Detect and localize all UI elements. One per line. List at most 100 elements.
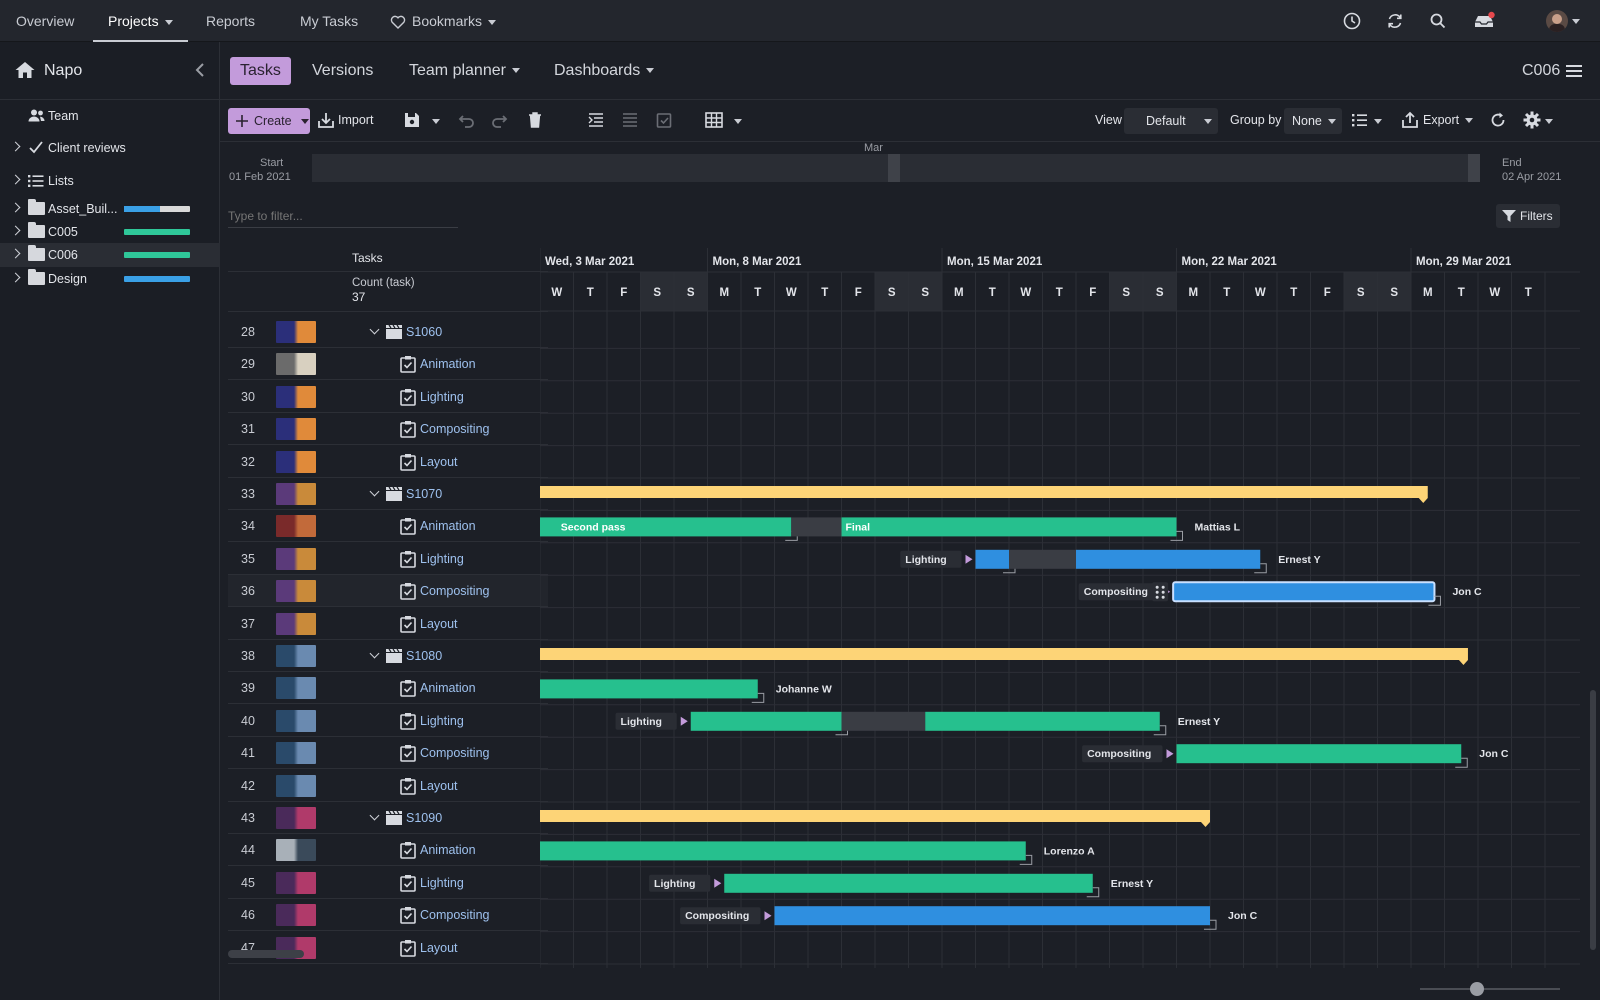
create-button[interactable]: Create bbox=[228, 108, 310, 134]
table-row[interactable]: 34 Animation bbox=[228, 510, 548, 543]
view-select[interactable]: Default bbox=[1124, 108, 1218, 134]
shot-thumbnail[interactable] bbox=[276, 385, 316, 408]
shot-thumbnail[interactable] bbox=[276, 645, 316, 667]
sidebar-item-c005[interactable]: C005 bbox=[0, 220, 220, 244]
chevron-right-icon[interactable] bbox=[10, 174, 21, 185]
table-row[interactable]: 33 S1070 bbox=[228, 478, 548, 510]
table-row[interactable]: 28 S1060 bbox=[228, 316, 548, 348]
chevron-down-icon[interactable] bbox=[369, 810, 380, 821]
task-bar[interactable] bbox=[690, 711, 842, 731]
zoom-slider[interactable] bbox=[1420, 982, 1560, 996]
sidebar-item-design[interactable]: Design bbox=[0, 267, 220, 291]
table-row[interactable]: 35 Lighting bbox=[228, 543, 548, 575]
table-row[interactable]: 38 S1080 bbox=[228, 640, 548, 672]
filter-input[interactable] bbox=[228, 204, 458, 228]
table-row[interactable]: 41 Compositing bbox=[228, 737, 548, 770]
chevron-down-icon[interactable] bbox=[1374, 119, 1382, 124]
drag-handle[interactable] bbox=[1152, 582, 1169, 602]
nav-reports[interactable]: Reports bbox=[206, 13, 256, 29]
shot-thumbnail[interactable] bbox=[276, 450, 316, 473]
table-row[interactable]: 37 Layout bbox=[228, 608, 548, 640]
home-icon[interactable] bbox=[14, 60, 36, 80]
sidebar-item-client-reviews[interactable]: Client reviews bbox=[0, 136, 220, 160]
task-name[interactable]: Lighting bbox=[420, 875, 464, 890]
nav-overview[interactable]: Overview bbox=[16, 13, 75, 29]
table-row[interactable]: 32 Layout bbox=[228, 446, 548, 478]
horizontal-scrollbar[interactable] bbox=[228, 950, 304, 958]
task-bar[interactable] bbox=[540, 841, 1026, 861]
clock-icon[interactable] bbox=[1342, 11, 1362, 31]
inbox-icon[interactable] bbox=[1472, 11, 1496, 31]
shot-thumbnail[interactable] bbox=[276, 742, 316, 765]
tab-dashboards[interactable]: Dashboards bbox=[554, 57, 655, 85]
gear-icon[interactable] bbox=[1522, 110, 1542, 130]
table-row[interactable]: 36 Compositing bbox=[228, 575, 548, 608]
shot-name[interactable]: S1090 bbox=[406, 811, 443, 825]
table-row[interactable]: 46 Compositing bbox=[228, 899, 548, 932]
shot-thumbnail[interactable] bbox=[276, 515, 316, 538]
shot-name[interactable]: S1060 bbox=[406, 325, 443, 339]
task-name[interactable]: Lighting bbox=[420, 713, 464, 728]
table-row[interactable]: 30 Lighting bbox=[228, 381, 548, 413]
task-bar[interactable] bbox=[841, 517, 1177, 537]
task-bar[interactable] bbox=[975, 549, 1010, 569]
chevron-down-icon[interactable] bbox=[369, 486, 380, 497]
tab-tasks[interactable]: Tasks bbox=[230, 57, 291, 85]
task-bar[interactable] bbox=[1172, 581, 1436, 603]
shot-thumbnail[interactable] bbox=[276, 677, 316, 700]
summary-bar[interactable] bbox=[540, 486, 1428, 498]
shot-thumbnail[interactable] bbox=[276, 321, 316, 343]
shot-thumbnail[interactable] bbox=[276, 353, 316, 376]
table-row[interactable]: 42 Layout bbox=[228, 770, 548, 802]
table-row[interactable]: 40 Lighting bbox=[228, 705, 548, 737]
task-name[interactable]: Layout bbox=[420, 778, 458, 793]
nav-projects[interactable]: Projects bbox=[93, 0, 188, 42]
table-row[interactable]: 39 Animation bbox=[228, 672, 548, 705]
shot-name[interactable]: S1080 bbox=[406, 649, 443, 663]
indent-icon[interactable] bbox=[586, 110, 606, 130]
export-icon[interactable] bbox=[1400, 110, 1420, 130]
shot-name[interactable]: S1070 bbox=[406, 487, 443, 501]
export-button[interactable]: Export bbox=[1423, 113, 1474, 127]
table-icon[interactable] bbox=[704, 110, 724, 130]
range-handle[interactable] bbox=[1468, 154, 1480, 182]
task-name[interactable]: Animation bbox=[420, 357, 476, 372]
project-name[interactable]: Napo bbox=[44, 62, 83, 79]
chevron-down-icon[interactable] bbox=[734, 119, 742, 124]
task-name[interactable]: Animation bbox=[420, 519, 476, 534]
task-bar[interactable] bbox=[540, 517, 792, 537]
task-bar[interactable] bbox=[1176, 744, 1462, 764]
task-bar[interactable] bbox=[540, 679, 758, 699]
task-name[interactable]: Animation bbox=[420, 843, 476, 858]
task-name[interactable]: Layout bbox=[420, 616, 458, 631]
task-name[interactable]: Layout bbox=[420, 940, 458, 955]
task-name[interactable]: Lighting bbox=[420, 389, 464, 404]
nav-bookmarks[interactable]: Bookmarks bbox=[390, 0, 497, 42]
list-options-icon[interactable] bbox=[1350, 110, 1370, 130]
chevron-down-icon[interactable] bbox=[369, 324, 380, 335]
context-name[interactable]: C006 bbox=[1522, 62, 1561, 79]
chevron-down-icon[interactable] bbox=[369, 648, 380, 659]
table-row[interactable]: 45 Lighting bbox=[228, 867, 548, 899]
task-check-icon[interactable] bbox=[654, 110, 674, 130]
tasks-column-header[interactable]: Tasks bbox=[352, 251, 383, 265]
shot-thumbnail[interactable] bbox=[276, 774, 316, 797]
task-bar[interactable] bbox=[925, 711, 1160, 731]
table-row[interactable]: 44 Animation bbox=[228, 834, 548, 867]
shot-thumbnail[interactable] bbox=[276, 580, 316, 603]
search-icon[interactable] bbox=[1428, 11, 1448, 31]
chevron-down-icon[interactable] bbox=[1545, 119, 1553, 124]
nav-my-tasks[interactable]: My Tasks bbox=[300, 13, 359, 29]
shot-thumbnail[interactable] bbox=[276, 483, 316, 505]
task-name[interactable]: Lighting bbox=[420, 551, 464, 566]
groupby-select[interactable]: None bbox=[1284, 108, 1342, 134]
task-bar[interactable] bbox=[1076, 549, 1261, 569]
shot-thumbnail[interactable] bbox=[276, 709, 316, 732]
chevron-right-icon[interactable] bbox=[10, 202, 21, 213]
summary-bar[interactable] bbox=[540, 810, 1210, 822]
sidebar-item-lists[interactable]: Lists bbox=[0, 169, 220, 193]
filters-button[interactable]: Filters bbox=[1496, 204, 1560, 228]
outdent-icon[interactable] bbox=[620, 110, 640, 130]
task-bar[interactable] bbox=[724, 873, 1093, 893]
menu-icon[interactable] bbox=[1566, 64, 1582, 78]
